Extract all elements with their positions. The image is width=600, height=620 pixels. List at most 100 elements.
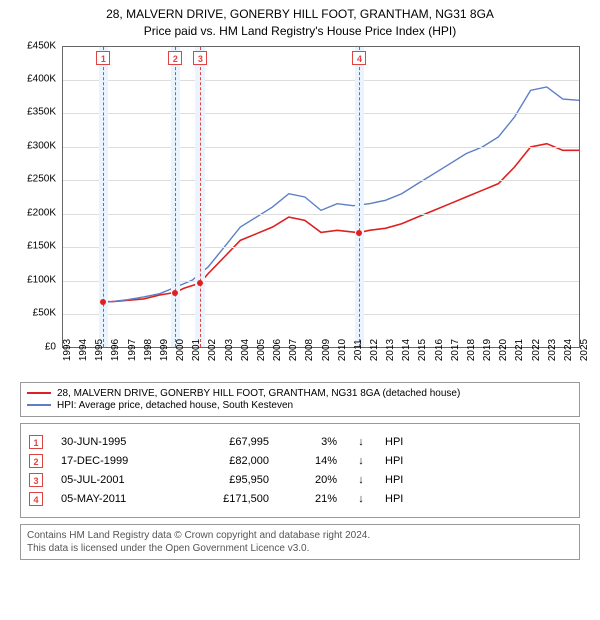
- event-num: 2: [29, 454, 43, 468]
- x-tick-label: 2025: [579, 338, 590, 360]
- y-tick-label: £350K: [27, 107, 56, 118]
- down-arrow-icon: ↓: [355, 455, 367, 467]
- x-tick-label: 2009: [321, 338, 332, 360]
- y-tick-label: £50K: [33, 308, 56, 319]
- y-axis: £0£50K£100K£150K£200K£250K£300K£350K£400…: [20, 46, 60, 376]
- gridline: [63, 80, 579, 81]
- event-line: [175, 47, 176, 347]
- y-tick-label: £100K: [27, 274, 56, 285]
- x-tick-label: 2016: [434, 338, 445, 360]
- event-price: £82,000: [189, 455, 269, 467]
- x-tick-label: 2012: [369, 338, 380, 360]
- x-tick-label: 2021: [514, 338, 525, 360]
- event-price: £67,995: [189, 436, 269, 448]
- down-arrow-icon: ↓: [355, 436, 367, 448]
- event-date: 17-DEC-1999: [61, 455, 171, 467]
- event-hpi-label: HPI: [385, 436, 403, 448]
- x-tick-label: 2005: [256, 338, 267, 360]
- x-tick-label: 2004: [240, 338, 251, 360]
- legend-item: 28, MALVERN DRIVE, GONERBY HILL FOOT, GR…: [27, 388, 573, 399]
- event-row: 305-JUL-2001£95,95020%↓HPI: [29, 473, 571, 487]
- x-tick-label: 1998: [143, 338, 154, 360]
- x-tick-label: 2007: [288, 338, 299, 360]
- x-tick-label: 2019: [482, 338, 493, 360]
- sale-dot: [356, 230, 362, 236]
- sale-dot: [197, 280, 203, 286]
- down-arrow-icon: ↓: [355, 493, 367, 505]
- chart-container: 28, MALVERN DRIVE, GONERBY HILL FOOT, GR…: [0, 0, 600, 566]
- sale-dot: [172, 290, 178, 296]
- event-num: 1: [29, 435, 43, 449]
- y-tick-label: £0: [45, 341, 56, 352]
- event-num: 3: [29, 473, 43, 487]
- x-tick-label: 2002: [207, 338, 218, 360]
- y-tick-label: £450K: [27, 40, 56, 51]
- event-pct: 3%: [287, 436, 337, 448]
- x-tick-label: 2003: [224, 338, 235, 360]
- line-series-svg: [63, 47, 579, 347]
- x-tick-label: 2020: [498, 338, 509, 360]
- event-price: £95,950: [189, 474, 269, 486]
- title-subtitle: Price paid vs. HM Land Registry's House …: [8, 23, 592, 40]
- event-pct: 20%: [287, 474, 337, 486]
- gridline: [63, 147, 579, 148]
- sale-dot: [100, 299, 106, 305]
- footer-line1: Contains HM Land Registry data © Crown c…: [27, 529, 573, 542]
- down-arrow-icon: ↓: [355, 474, 367, 486]
- legend-item: HPI: Average price, detached house, Sout…: [27, 400, 573, 411]
- event-marker: 1: [96, 51, 110, 65]
- x-tick-label: 2018: [466, 338, 477, 360]
- x-tick-label: 2023: [547, 338, 558, 360]
- event-marker: 3: [193, 51, 207, 65]
- title-address: 28, MALVERN DRIVE, GONERBY HILL FOOT, GR…: [8, 6, 592, 23]
- event-marker: 4: [352, 51, 366, 65]
- x-tick-label: 2022: [531, 338, 542, 360]
- event-row: 1 30-JUN-1995 £67,995 3% ↓ HPI: [29, 435, 571, 449]
- event-row: 217-DEC-1999£82,00014%↓HPI: [29, 454, 571, 468]
- x-tick-label: 2010: [337, 338, 348, 360]
- x-tick-label: 2008: [304, 338, 315, 360]
- event-line: [359, 47, 360, 347]
- y-tick-label: £400K: [27, 74, 56, 85]
- y-tick-label: £150K: [27, 241, 56, 252]
- x-tick-label: 1994: [78, 338, 89, 360]
- event-date: 05-MAY-2011: [61, 493, 171, 505]
- x-tick-label: 1996: [110, 338, 121, 360]
- gridline: [63, 314, 579, 315]
- event-num: 4: [29, 492, 43, 506]
- x-tick-label: 2001: [191, 338, 202, 360]
- y-tick-label: £250K: [27, 174, 56, 185]
- x-tick-label: 2015: [417, 338, 428, 360]
- x-tick-label: 1997: [127, 338, 138, 360]
- event-date: 05-JUL-2001: [61, 474, 171, 486]
- gridline: [63, 281, 579, 282]
- y-tick-label: £200K: [27, 207, 56, 218]
- title-block: 28, MALVERN DRIVE, GONERBY HILL FOOT, GR…: [8, 6, 592, 40]
- footer-attribution: Contains HM Land Registry data © Crown c…: [20, 524, 580, 560]
- gridline: [63, 247, 579, 248]
- legend-label: HPI: Average price, detached house, Sout…: [57, 400, 293, 411]
- gridline: [63, 180, 579, 181]
- chart-area: £0£50K£100K£150K£200K£250K£300K£350K£400…: [20, 46, 580, 376]
- legend-swatch: [27, 404, 51, 406]
- event-line: [200, 47, 201, 347]
- gridline: [63, 214, 579, 215]
- event-hpi-label: HPI: [385, 455, 403, 467]
- event-hpi-label: HPI: [385, 493, 403, 505]
- x-tick-label: 2013: [385, 338, 396, 360]
- events-table: 1 30-JUN-1995 £67,995 3% ↓ HPI 2 17-DEC-1999 £82…: [20, 423, 580, 518]
- gridline: [63, 113, 579, 114]
- legend: 28, MALVERN DRIVE, GONERBY HILL FOOT, GR…: [20, 382, 580, 417]
- event-date: 30-JUN-1995: [61, 436, 171, 448]
- event-marker: 2: [168, 51, 182, 65]
- x-tick-label: 1995: [94, 338, 105, 360]
- x-tick-label: 2017: [450, 338, 461, 360]
- x-tick-label: 2006: [272, 338, 283, 360]
- event-row: 405-MAY-2011£171,50021%↓HPI: [29, 492, 571, 506]
- footer-line2: This data is licensed under the Open Gov…: [27, 542, 573, 555]
- legend-label: 28, MALVERN DRIVE, GONERBY HILL FOOT, GR…: [57, 388, 460, 399]
- x-axis: 1993199419951996199719981999200020012002…: [62, 348, 580, 376]
- event-pct: 21%: [287, 493, 337, 505]
- x-tick-label: 2014: [401, 338, 412, 360]
- plot-area: 1 23 4: [62, 46, 580, 348]
